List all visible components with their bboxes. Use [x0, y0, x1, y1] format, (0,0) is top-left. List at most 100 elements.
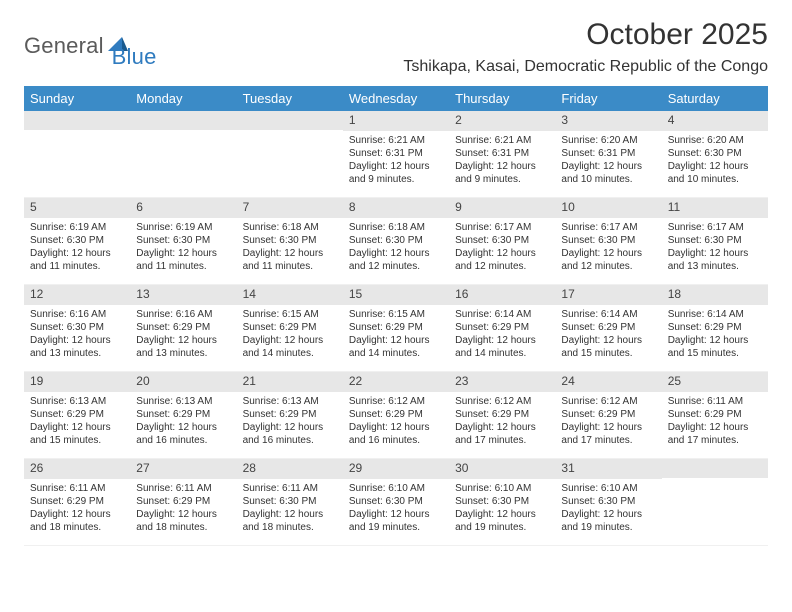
- sunrise-text: Sunrise: 6:18 AM: [349, 221, 443, 234]
- weeks-container: 1Sunrise: 6:21 AMSunset: 6:31 PMDaylight…: [24, 111, 768, 546]
- sunset-text: Sunset: 6:30 PM: [349, 495, 443, 508]
- daylight-line2: and 17 minutes.: [455, 434, 549, 447]
- daylight-line2: and 19 minutes.: [455, 521, 549, 534]
- sunset-text: Sunset: 6:31 PM: [349, 147, 443, 160]
- daylight-line1: Daylight: 12 hours: [349, 247, 443, 260]
- day-cell: 5Sunrise: 6:19 AMSunset: 6:30 PMDaylight…: [24, 198, 130, 284]
- day-number: 16: [449, 285, 555, 305]
- sunset-text: Sunset: 6:29 PM: [561, 408, 655, 421]
- day-cell: 18Sunrise: 6:14 AMSunset: 6:29 PMDayligh…: [662, 285, 768, 371]
- month-title: October 2025: [403, 18, 768, 52]
- day-cell: 14Sunrise: 6:15 AMSunset: 6:29 PMDayligh…: [237, 285, 343, 371]
- day-number: 24: [555, 372, 661, 392]
- day-cell: 26Sunrise: 6:11 AMSunset: 6:29 PMDayligh…: [24, 459, 130, 545]
- day-content: Sunrise: 6:17 AMSunset: 6:30 PMDaylight:…: [449, 218, 555, 279]
- daylight-line1: Daylight: 12 hours: [349, 160, 443, 173]
- daylight-line1: Daylight: 12 hours: [668, 334, 762, 347]
- day-content: Sunrise: 6:13 AMSunset: 6:29 PMDaylight:…: [130, 392, 236, 453]
- sunrise-text: Sunrise: 6:10 AM: [455, 482, 549, 495]
- daylight-line2: and 18 minutes.: [136, 521, 230, 534]
- sunrise-text: Sunrise: 6:14 AM: [455, 308, 549, 321]
- daylight-line2: and 12 minutes.: [561, 260, 655, 273]
- sunrise-text: Sunrise: 6:11 AM: [136, 482, 230, 495]
- daylight-line2: and 10 minutes.: [668, 173, 762, 186]
- day-number: 4: [662, 111, 768, 131]
- daylight-line2: and 12 minutes.: [455, 260, 549, 273]
- weekday-sunday: Sunday: [24, 86, 130, 111]
- day-content: Sunrise: 6:21 AMSunset: 6:31 PMDaylight:…: [343, 131, 449, 192]
- daylight-line1: Daylight: 12 hours: [30, 334, 124, 347]
- daylight-line2: and 12 minutes.: [349, 260, 443, 273]
- day-content: Sunrise: 6:19 AMSunset: 6:30 PMDaylight:…: [24, 218, 130, 279]
- day-number: 9: [449, 198, 555, 218]
- day-content: Sunrise: 6:20 AMSunset: 6:30 PMDaylight:…: [662, 131, 768, 192]
- day-cell: 3Sunrise: 6:20 AMSunset: 6:31 PMDaylight…: [555, 111, 661, 197]
- day-content: Sunrise: 6:10 AMSunset: 6:30 PMDaylight:…: [343, 479, 449, 540]
- sunset-text: Sunset: 6:29 PM: [136, 408, 230, 421]
- day-cell: 31Sunrise: 6:10 AMSunset: 6:30 PMDayligh…: [555, 459, 661, 545]
- daylight-line2: and 13 minutes.: [668, 260, 762, 273]
- day-content: Sunrise: 6:11 AMSunset: 6:29 PMDaylight:…: [130, 479, 236, 540]
- daylight-line1: Daylight: 12 hours: [136, 421, 230, 434]
- sunrise-text: Sunrise: 6:11 AM: [668, 395, 762, 408]
- day-number: 17: [555, 285, 661, 305]
- daylight-line2: and 11 minutes.: [136, 260, 230, 273]
- sunset-text: Sunset: 6:30 PM: [455, 234, 549, 247]
- daylight-line2: and 13 minutes.: [136, 347, 230, 360]
- sunset-text: Sunset: 6:30 PM: [561, 495, 655, 508]
- calendar: SundayMondayTuesdayWednesdayThursdayFrid…: [24, 86, 768, 546]
- daylight-line1: Daylight: 12 hours: [668, 247, 762, 260]
- daylight-line2: and 11 minutes.: [30, 260, 124, 273]
- day-content: Sunrise: 6:14 AMSunset: 6:29 PMDaylight:…: [662, 305, 768, 366]
- daylight-line1: Daylight: 12 hours: [349, 421, 443, 434]
- day-cell: [662, 459, 768, 545]
- sunset-text: Sunset: 6:29 PM: [561, 321, 655, 334]
- sunset-text: Sunset: 6:29 PM: [455, 321, 549, 334]
- daylight-line1: Daylight: 12 hours: [243, 334, 337, 347]
- daylight-line1: Daylight: 12 hours: [30, 421, 124, 434]
- sunrise-text: Sunrise: 6:21 AM: [455, 134, 549, 147]
- daylight-line1: Daylight: 12 hours: [455, 421, 549, 434]
- day-cell: 15Sunrise: 6:15 AMSunset: 6:29 PMDayligh…: [343, 285, 449, 371]
- sunset-text: Sunset: 6:29 PM: [243, 321, 337, 334]
- sunset-text: Sunset: 6:31 PM: [561, 147, 655, 160]
- location-text: Tshikapa, Kasai, Democratic Republic of …: [403, 58, 768, 76]
- daylight-line1: Daylight: 12 hours: [243, 508, 337, 521]
- daylight-line1: Daylight: 12 hours: [668, 421, 762, 434]
- sunset-text: Sunset: 6:30 PM: [30, 321, 124, 334]
- sunrise-text: Sunrise: 6:11 AM: [30, 482, 124, 495]
- day-cell: [24, 111, 130, 197]
- day-number: 22: [343, 372, 449, 392]
- sunrise-text: Sunrise: 6:17 AM: [561, 221, 655, 234]
- day-cell: [237, 111, 343, 197]
- day-number: 26: [24, 459, 130, 479]
- sunset-text: Sunset: 6:29 PM: [668, 408, 762, 421]
- brand-part2: Blue: [112, 44, 157, 70]
- sunset-text: Sunset: 6:29 PM: [243, 408, 337, 421]
- daylight-line2: and 10 minutes.: [561, 173, 655, 186]
- day-number: 6: [130, 198, 236, 218]
- day-content: Sunrise: 6:11 AMSunset: 6:30 PMDaylight:…: [237, 479, 343, 540]
- sunrise-text: Sunrise: 6:20 AM: [668, 134, 762, 147]
- day-number: 14: [237, 285, 343, 305]
- daylight-line1: Daylight: 12 hours: [455, 247, 549, 260]
- sunset-text: Sunset: 6:29 PM: [30, 408, 124, 421]
- day-cell: 28Sunrise: 6:11 AMSunset: 6:30 PMDayligh…: [237, 459, 343, 545]
- day-content: Sunrise: 6:12 AMSunset: 6:29 PMDaylight:…: [449, 392, 555, 453]
- day-content: Sunrise: 6:16 AMSunset: 6:30 PMDaylight:…: [24, 305, 130, 366]
- day-content: Sunrise: 6:19 AMSunset: 6:30 PMDaylight:…: [130, 218, 236, 279]
- day-cell: 29Sunrise: 6:10 AMSunset: 6:30 PMDayligh…: [343, 459, 449, 545]
- daylight-line1: Daylight: 12 hours: [561, 334, 655, 347]
- day-cell: 21Sunrise: 6:13 AMSunset: 6:29 PMDayligh…: [237, 372, 343, 458]
- weekday-thursday: Thursday: [449, 86, 555, 111]
- day-content: Sunrise: 6:13 AMSunset: 6:29 PMDaylight:…: [237, 392, 343, 453]
- day-content: Sunrise: 6:15 AMSunset: 6:29 PMDaylight:…: [343, 305, 449, 366]
- day-cell: 16Sunrise: 6:14 AMSunset: 6:29 PMDayligh…: [449, 285, 555, 371]
- sunset-text: Sunset: 6:30 PM: [455, 495, 549, 508]
- weekday-tuesday: Tuesday: [237, 86, 343, 111]
- sunset-text: Sunset: 6:29 PM: [668, 321, 762, 334]
- daylight-line2: and 16 minutes.: [243, 434, 337, 447]
- daylight-line1: Daylight: 12 hours: [561, 421, 655, 434]
- day-number: 7: [237, 198, 343, 218]
- day-cell: 22Sunrise: 6:12 AMSunset: 6:29 PMDayligh…: [343, 372, 449, 458]
